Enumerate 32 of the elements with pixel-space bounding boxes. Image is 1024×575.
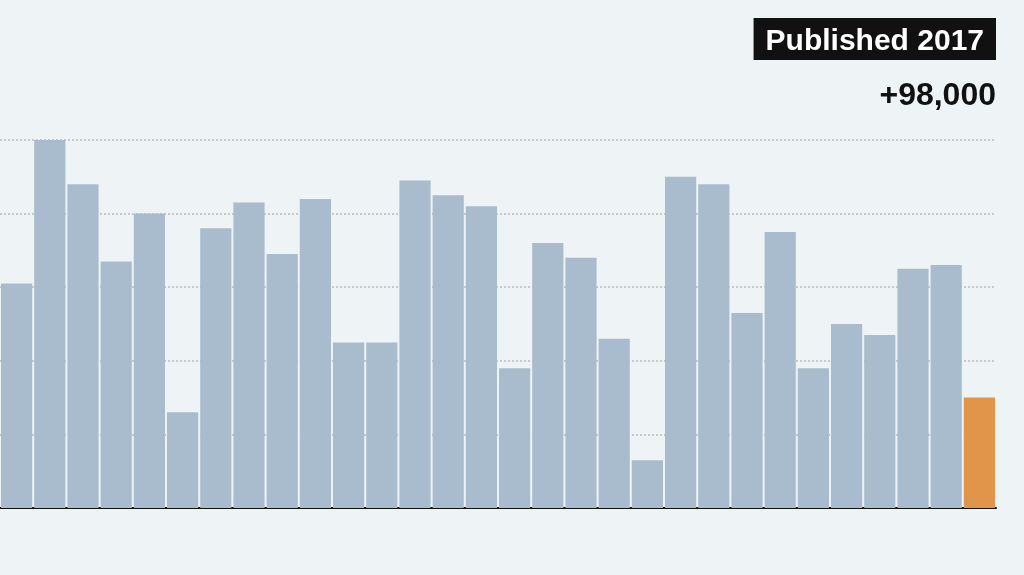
bar xyxy=(665,176,697,508)
bar xyxy=(133,213,165,508)
bar xyxy=(897,268,929,508)
bar xyxy=(366,342,398,508)
chart-title: Published 2017 xyxy=(765,22,985,56)
bar xyxy=(499,368,531,508)
bar xyxy=(797,368,829,508)
bar xyxy=(333,342,365,508)
bar xyxy=(233,202,265,508)
bar xyxy=(167,412,199,508)
bar xyxy=(565,257,597,508)
text: +98,000 xyxy=(879,76,996,112)
bar xyxy=(432,195,464,508)
bar xyxy=(598,338,630,508)
bar xyxy=(266,254,298,508)
bar xyxy=(864,335,896,508)
bar xyxy=(764,232,796,508)
bar xyxy=(631,460,663,508)
bar xyxy=(67,184,99,508)
bar xyxy=(532,243,564,508)
bar xyxy=(1,283,33,508)
bar xyxy=(299,198,331,508)
bar xyxy=(34,140,66,508)
bar xyxy=(963,397,995,508)
bar xyxy=(100,261,132,508)
bar xyxy=(698,184,730,508)
bar xyxy=(399,180,431,508)
bar xyxy=(200,228,232,508)
bar xyxy=(731,312,763,508)
bar xyxy=(465,206,497,508)
bar xyxy=(831,324,863,508)
bar xyxy=(930,265,962,508)
